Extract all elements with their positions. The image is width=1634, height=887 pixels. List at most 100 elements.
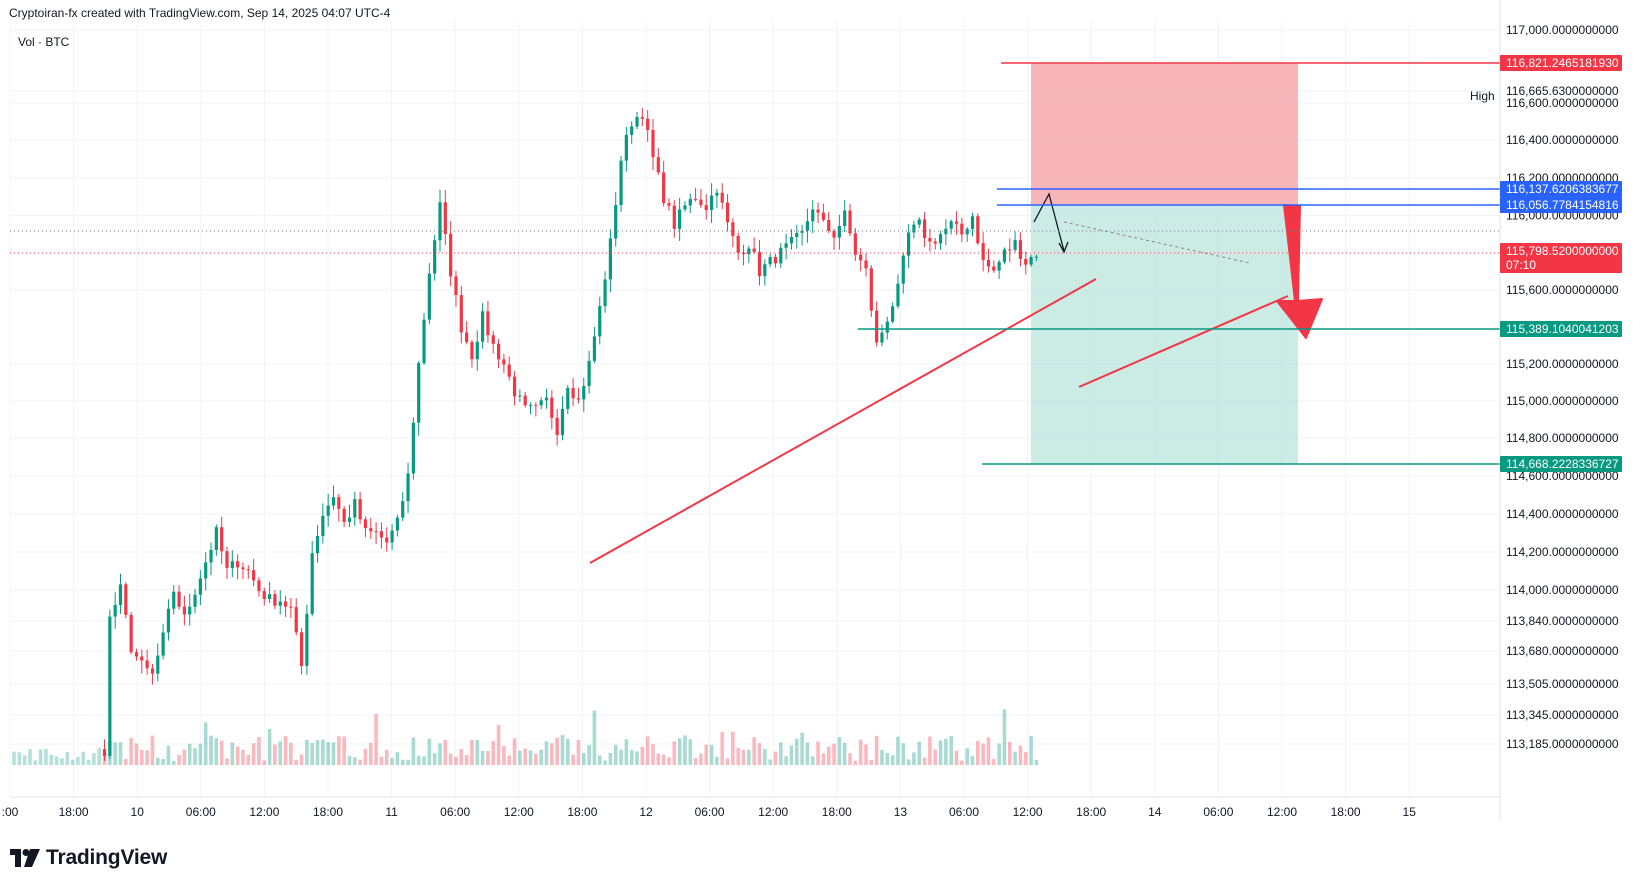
price-tick-label: 115,600.0000000000 xyxy=(1506,283,1619,297)
candle-body xyxy=(252,570,256,581)
price-tick-label: 115,000.0000000000 xyxy=(1506,394,1619,408)
volume-bar xyxy=(219,740,224,765)
volume-bar xyxy=(832,743,836,765)
candle-body xyxy=(576,398,581,400)
price-tick-label: 113,505.0000000000 xyxy=(1506,677,1619,691)
volume-bar xyxy=(241,749,245,765)
candle-body xyxy=(683,205,687,210)
candle-body xyxy=(204,562,208,579)
candle-body xyxy=(113,604,117,617)
volume-bar xyxy=(672,741,677,765)
price-tick-label: 117,000.0000000000 xyxy=(1506,23,1619,37)
candle-body xyxy=(156,655,160,674)
price-tick-label: 114,200.0000000000 xyxy=(1506,545,1619,559)
candle-body xyxy=(981,243,985,260)
volume-bar xyxy=(981,743,985,765)
volume-bar xyxy=(368,742,373,765)
candle-body xyxy=(225,551,229,568)
volume-bar xyxy=(166,745,171,765)
candle-body xyxy=(108,616,112,757)
candle-body xyxy=(166,608,171,633)
volume-bar xyxy=(523,748,527,765)
candle-body xyxy=(262,591,266,600)
candle-body xyxy=(672,205,676,229)
volume-bar xyxy=(198,743,203,765)
candle-body xyxy=(763,264,767,277)
volume-bar xyxy=(448,753,453,765)
candle-body xyxy=(369,528,373,532)
volume-bar xyxy=(603,760,607,765)
volume-bar xyxy=(113,742,117,765)
volume-bar xyxy=(177,754,181,765)
price-tag-label: 115,389.1040041203 xyxy=(1506,322,1619,336)
volume-bar xyxy=(874,735,879,765)
candle-body xyxy=(214,527,218,550)
candle-body xyxy=(241,567,245,570)
volume-indicator-label[interactable]: Vol · BTC xyxy=(18,35,70,49)
volume-bar xyxy=(278,741,283,765)
candle-body xyxy=(757,251,762,277)
target-zone[interactable] xyxy=(1031,205,1298,464)
volume-bar xyxy=(1023,752,1028,765)
candle-body xyxy=(592,336,597,361)
volume-bar xyxy=(768,759,772,765)
volume-bar xyxy=(912,752,916,765)
volume-bar xyxy=(747,749,751,765)
candle-body xyxy=(688,198,692,206)
candle-body xyxy=(933,241,937,244)
candle-body xyxy=(134,652,139,657)
volume-bar xyxy=(534,753,538,765)
candle-body xyxy=(816,209,820,213)
volume-bar xyxy=(438,743,442,765)
price-tag-countdown: 07:10 xyxy=(1506,258,1536,272)
candle-body xyxy=(901,255,905,284)
candle-body xyxy=(694,198,698,200)
volume-bar xyxy=(235,746,240,765)
candle-body xyxy=(299,632,304,666)
candle-body xyxy=(177,591,181,607)
candle-body xyxy=(667,203,671,206)
candle-body xyxy=(539,400,543,406)
candle-body xyxy=(789,237,794,244)
candle-body xyxy=(566,387,570,409)
candle-body xyxy=(342,508,346,522)
candle-body xyxy=(294,607,298,633)
candle-body xyxy=(646,118,650,131)
candle-body xyxy=(220,527,224,552)
price-tag-label: 116,821.2465181930 xyxy=(1506,56,1619,70)
price-tag-label: 116,056.7784154816 xyxy=(1506,198,1619,212)
price-axis: 117,000.0000000000116,665.6300000000116,… xyxy=(1506,23,1619,751)
candle-body xyxy=(821,212,825,220)
candle-body xyxy=(848,210,852,234)
volume-bar xyxy=(374,713,378,765)
candle-body xyxy=(715,192,719,196)
tradingview-logo[interactable]: TradingView xyxy=(10,846,167,870)
candle-body xyxy=(401,501,405,518)
volume-bar xyxy=(459,748,464,765)
volume-bar xyxy=(853,760,858,765)
candle-body xyxy=(651,130,655,158)
candle-body xyxy=(129,614,133,653)
volume-bar xyxy=(76,756,80,765)
candle-body xyxy=(246,569,250,571)
volume-bar xyxy=(858,739,863,765)
volume-bar xyxy=(901,743,906,765)
candle-body xyxy=(507,364,511,377)
volume-bar xyxy=(406,759,410,765)
volume-bar xyxy=(395,752,400,765)
volume-bar xyxy=(182,749,187,765)
candle-body xyxy=(315,535,320,554)
volume-bar xyxy=(342,736,346,765)
candle-body xyxy=(624,134,628,161)
stop-loss-zone[interactable] xyxy=(1031,63,1298,206)
tradingview-logo-icon xyxy=(10,849,40,867)
candle-body xyxy=(310,553,314,614)
volume-bar xyxy=(134,743,139,765)
volume-bar xyxy=(613,744,618,765)
candle-body xyxy=(182,606,186,615)
candle-body xyxy=(656,157,660,173)
candle-body xyxy=(188,606,192,615)
volume-bar xyxy=(475,739,480,765)
price-tags: 116,821.2465181930 116,137.6206383677 116,… xyxy=(1500,55,1622,472)
